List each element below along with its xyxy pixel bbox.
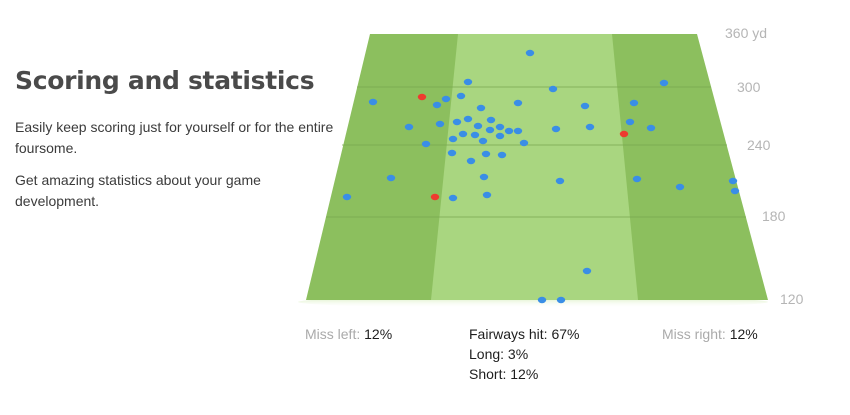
shot-marker [537,296,547,304]
long-stat: Long: 3% [469,346,529,362]
miss-left-stat: Miss left: 12% [305,324,392,344]
shot-marker [486,116,496,124]
yardage-label-240: 240 [747,137,771,153]
shot-marker [448,194,458,202]
shot-marker [463,78,473,86]
shot-marker-highlighted [619,130,629,138]
shot-marker [548,85,558,93]
shot-marker [504,127,514,135]
miss-right-label: Miss right: [662,326,726,342]
shot-marker [485,126,495,134]
shot-marker [585,123,595,131]
shot-marker [730,187,740,195]
fairways-hit-stat: Fairways hit: 67% [469,326,580,342]
shot-marker [495,123,505,131]
shot-marker-highlighted [430,193,440,201]
miss-left-value: 12% [364,326,393,342]
shot-marker [659,79,669,87]
shot-marker [466,157,476,165]
shot-marker [525,49,535,57]
shot-marker [481,150,491,158]
shot-marker [368,98,378,106]
shot-marker [580,102,590,110]
shot-marker [447,149,457,157]
yardage-label-120: 120 [780,291,804,307]
shot-marker [625,118,635,126]
shot-marker [386,174,396,182]
shot-marker [582,267,592,275]
miss-left-label: Miss left: [305,326,361,342]
yardage-label-360: 360 yd [725,25,768,41]
scoring-description: Easily keep scoring just for yourself or… [15,119,334,156]
yardage-label-180: 180 [762,208,786,224]
yardage-label-300: 300 [737,79,761,95]
yardage-gridlines [326,86,746,218]
shot-marker [551,125,561,133]
shot-marker [463,115,473,123]
shot-marker [342,193,352,201]
shot-marker [629,99,639,107]
shot-markers [342,49,740,304]
shot-marker [519,139,529,147]
shot-marker [675,183,685,191]
shot-marker [476,104,486,112]
shot-marker [478,137,488,145]
statistics-description: Get amazing statistics about your game d… [15,172,261,209]
shot-marker [482,191,492,199]
shot-marker [555,177,565,185]
shot-marker [513,99,523,107]
miss-right-stat: Miss right: 12% [662,324,758,344]
shot-marker [470,131,480,139]
miss-right-value: 12% [729,326,758,342]
shot-marker [497,151,507,159]
shot-marker [479,173,489,181]
short-stat: Short: 12% [469,366,539,382]
shot-marker [458,130,468,138]
shot-marker [513,127,523,135]
shot-marker [404,123,414,131]
shot-marker [728,177,738,185]
shot-marker [452,118,462,126]
section-title: Scoring and statistics [15,66,315,95]
shot-marker [441,95,451,103]
shot-marker [435,120,445,128]
shot-marker [421,140,431,148]
shot-marker [646,124,656,132]
shot-marker [432,101,442,109]
shot-marker [495,132,505,140]
shot-marker-highlighted [417,93,427,101]
shot-marker [632,175,642,183]
shot-marker [473,122,483,130]
shot-marker [556,296,566,304]
fairway-area [431,34,638,300]
shot-marker [448,135,458,143]
shot-marker [456,92,466,100]
